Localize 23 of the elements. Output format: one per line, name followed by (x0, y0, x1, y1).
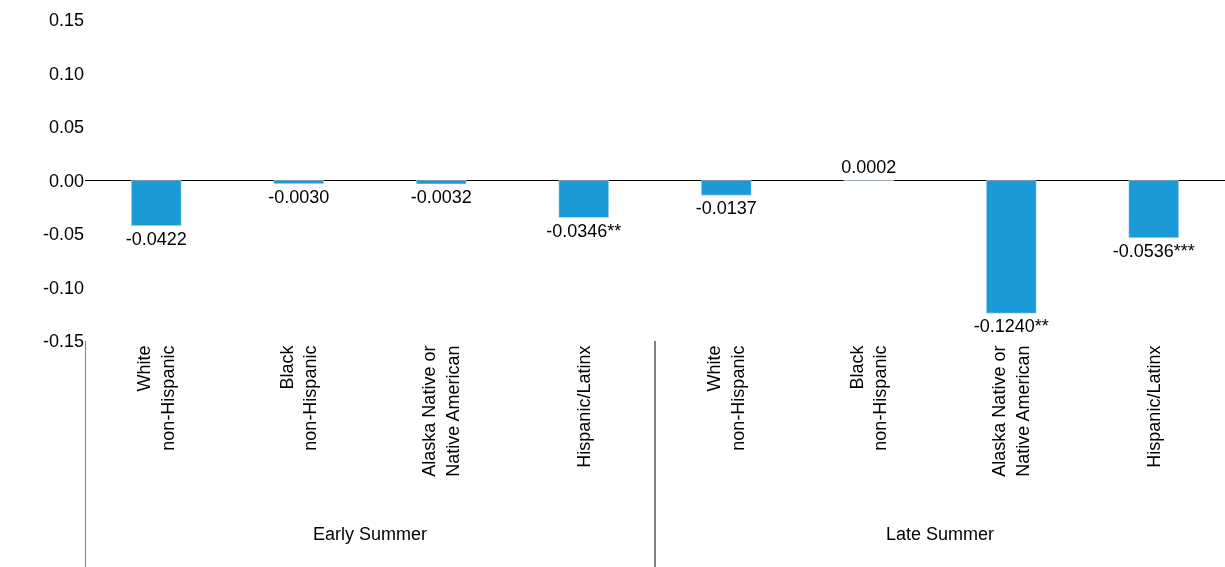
x-tick-label: White non-Hispanic (134, 345, 178, 451)
x-tick-label: Black non-Hispanic (846, 344, 891, 451)
x-tick-label: Hispanic/Latinx (573, 345, 594, 468)
x-tick-label: Hispanic/Latinx (1143, 345, 1164, 468)
y-tick-label: -0.15 (42, 331, 84, 352)
text: Early Summer (313, 524, 428, 544)
data-label: -0.0346** (546, 220, 622, 241)
data-label: 0.0002 (841, 157, 897, 178)
data-label: -0.1240** (973, 316, 1049, 337)
y-tick-label: 0.00 (48, 170, 84, 191)
y-tick-label: -0.10 (42, 277, 84, 298)
x-tick-label: White non-Hispanic (704, 345, 748, 451)
y-tick-label: 0.10 (48, 63, 84, 84)
y-tick-label: 0.05 (48, 117, 84, 138)
x-tick-label: Black non-Hispanic (276, 344, 321, 451)
y-tick-label: 0.15 (48, 10, 84, 31)
y-tick-label: -0.05 (42, 224, 84, 245)
data-label: -0.0030 (268, 186, 330, 207)
data-label: -0.0137 (695, 198, 757, 219)
data-label: -0.0422 (125, 228, 187, 249)
data-label: -0.0536*** (1112, 240, 1195, 261)
text: Late Summer (886, 524, 995, 544)
data-label: -0.0032 (410, 186, 472, 207)
